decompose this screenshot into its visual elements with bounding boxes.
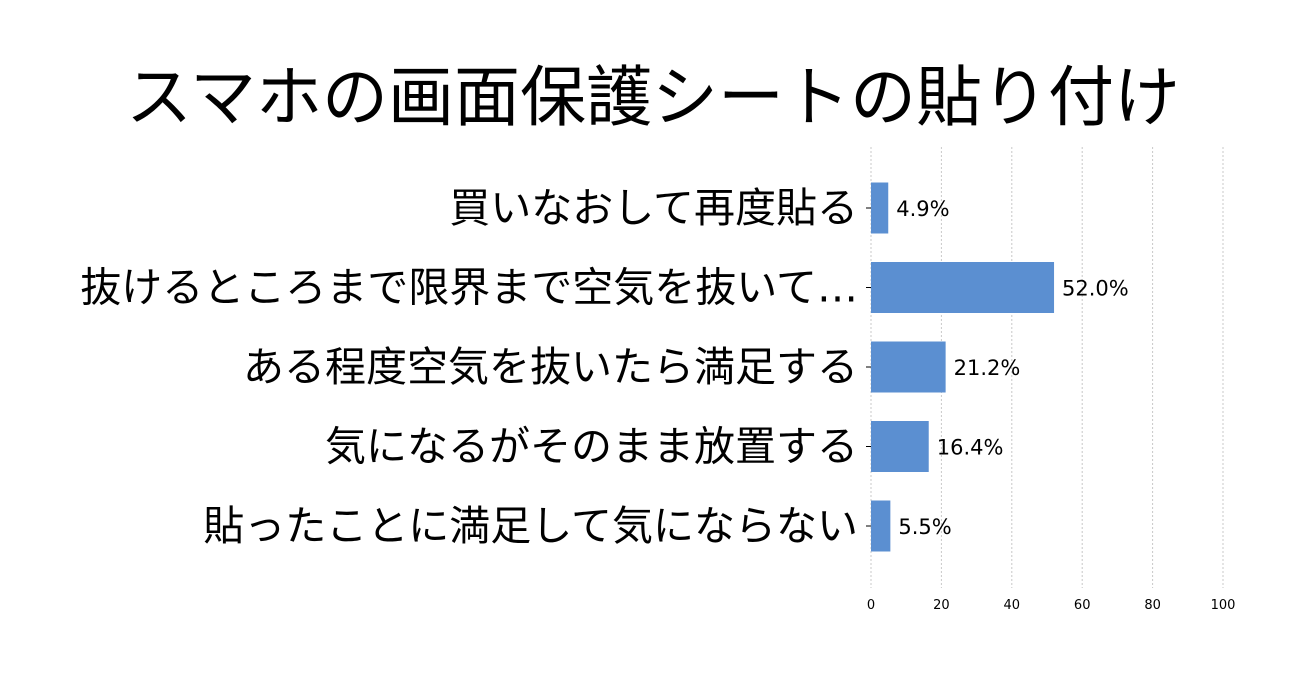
category-label: 抜けるところまで限界まで空気を抜いて… [80, 264, 858, 312]
data-label: 16.4% [937, 436, 1004, 460]
x-tick-label: 80 [1144, 598, 1161, 613]
data-label: 52.0% [1062, 277, 1129, 301]
x-tick-label: 100 [1211, 598, 1236, 613]
bar [871, 500, 891, 552]
data-label: 21.2% [954, 356, 1021, 380]
data-label: 5.5% [898, 515, 951, 539]
bar [871, 421, 929, 472]
data-label: 4.9% [896, 197, 949, 221]
x-tick-label: 60 [1074, 598, 1091, 613]
x-tick-label: 0 [867, 598, 875, 613]
x-tick-label: 40 [1004, 598, 1021, 613]
category-label: 気になるがそのまま放置する [325, 423, 858, 471]
category-label: ある程度空気を抜いたら満足する [243, 343, 858, 391]
x-tick-label: 20 [933, 598, 950, 613]
bar [871, 262, 1055, 313]
chart-title: スマホの画面保護シートの貼り付け [125, 59, 1181, 136]
bar [871, 341, 946, 393]
bar [871, 182, 889, 234]
category-label: 貼ったことに満足して気にならない [203, 502, 858, 550]
category-label: 買いなおして再度貼る [449, 184, 858, 232]
